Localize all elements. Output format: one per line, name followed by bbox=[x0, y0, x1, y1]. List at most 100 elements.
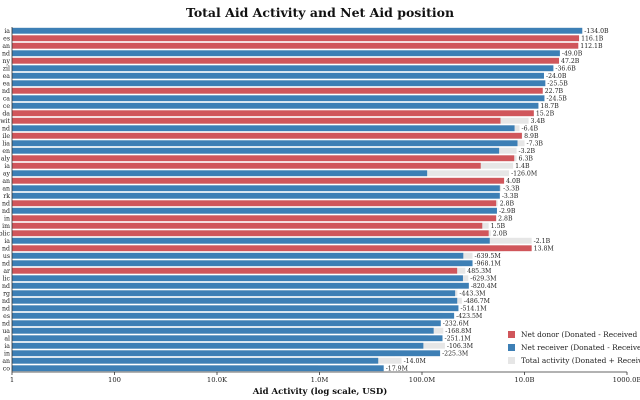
category-label: ea bbox=[3, 80, 11, 87]
bar-value-label: 4.0B bbox=[506, 178, 521, 185]
legend-swatch-net-receiver bbox=[508, 343, 515, 351]
net-aid-bar bbox=[12, 125, 515, 132]
bar-value-label: -25.5B bbox=[547, 80, 568, 87]
bar-value-label: -134.0B bbox=[584, 28, 609, 35]
category-label: nd bbox=[2, 260, 10, 267]
net-aid-bar bbox=[12, 132, 522, 139]
net-aid-bar bbox=[12, 320, 441, 327]
x-axis-label: Aid Activity (log scale, USD) bbox=[252, 387, 388, 397]
legend-item-net-donor: Net donor (Donated - Received > 0 bbox=[508, 328, 640, 340]
category-label: lia bbox=[2, 140, 10, 147]
net-aid-bar bbox=[12, 35, 580, 42]
net-aid-bar bbox=[12, 252, 464, 259]
bar-value-label: 6.3B bbox=[519, 155, 534, 162]
category-label: nd bbox=[2, 208, 10, 215]
bar-value-label: 485.3M bbox=[467, 268, 492, 275]
net-aid-bar bbox=[12, 57, 560, 64]
bar-value-label: -3.3B bbox=[503, 185, 520, 192]
legend-label-net-donor: Net donor (Donated - Received > 0 bbox=[521, 329, 640, 339]
category-label: co bbox=[3, 365, 10, 372]
net-aid-bar bbox=[12, 65, 554, 72]
net-aid-bar bbox=[12, 95, 545, 102]
legend: Net donor (Donated - Received > 0 Net re… bbox=[508, 328, 640, 367]
category-label: an bbox=[2, 43, 10, 50]
x-tick-label: 1.0M bbox=[311, 376, 329, 384]
net-aid-bar bbox=[12, 155, 515, 162]
net-aid-bar bbox=[12, 260, 473, 267]
bar-value-label: 112.1B bbox=[580, 43, 603, 50]
category-label: en bbox=[2, 148, 10, 155]
net-aid-bar bbox=[12, 350, 441, 357]
net-aid-bar bbox=[12, 207, 497, 214]
category-label: us bbox=[3, 253, 10, 260]
x-tick-label: 1 bbox=[10, 376, 14, 384]
category-label: blic bbox=[0, 230, 11, 237]
category-label: nd bbox=[2, 200, 10, 207]
net-aid-bar bbox=[12, 290, 456, 297]
net-aid-bar bbox=[12, 237, 490, 244]
legend-item-total-activity: Total activity (Donated + Received) bbox=[508, 354, 640, 366]
bar-value-label: -639.5M bbox=[475, 253, 502, 260]
category-label: nd bbox=[2, 298, 10, 305]
category-label: an bbox=[2, 185, 10, 192]
category-label: ar bbox=[3, 268, 10, 275]
bar-value-label: -106.3M bbox=[447, 343, 474, 350]
category-label: rk bbox=[3, 193, 10, 200]
net-aid-bar bbox=[12, 42, 579, 49]
category-label: an bbox=[2, 178, 10, 185]
net-aid-bar bbox=[12, 365, 384, 372]
net-aid-bar bbox=[12, 245, 532, 252]
net-aid-bar bbox=[12, 117, 501, 124]
bar-value-label: 13.8M bbox=[534, 245, 555, 252]
net-aid-bar bbox=[12, 162, 481, 169]
category-label: nd bbox=[2, 305, 10, 312]
category-label: ia bbox=[4, 163, 10, 170]
category-label: es bbox=[3, 35, 10, 42]
category-label: im bbox=[2, 223, 10, 230]
net-aid-bar bbox=[12, 357, 379, 364]
category-label: nd bbox=[2, 283, 10, 290]
category-label: ca bbox=[3, 95, 10, 102]
net-aid-bar bbox=[12, 27, 583, 34]
bar-value-label: -2.1B bbox=[534, 238, 551, 245]
category-label: nd bbox=[2, 320, 10, 327]
x-tick-label: 10.0K bbox=[207, 376, 228, 384]
bar-value-label: -423.5M bbox=[456, 313, 483, 320]
bar-value-label: 3.4B bbox=[531, 118, 546, 125]
legend-label-net-receiver: Net receiver (Donated - Received < 0 bbox=[521, 342, 640, 352]
bar-value-label: 2.0B bbox=[493, 230, 508, 237]
legend-item-net-receiver: Net receiver (Donated - Received < 0 bbox=[508, 341, 640, 353]
chart-title: Total Aid Activity and Net Aid position bbox=[185, 5, 455, 20]
bar-value-label: 47.2B bbox=[561, 58, 580, 65]
category-label: ce bbox=[3, 103, 10, 110]
category-label: aly bbox=[1, 155, 11, 162]
net-aid-bar bbox=[12, 282, 469, 289]
category-label: ua bbox=[2, 328, 10, 335]
bar-value-label: 15.2B bbox=[536, 110, 555, 117]
net-aid-bar bbox=[12, 222, 483, 229]
category-label: ea bbox=[3, 73, 11, 80]
category-label: zil bbox=[3, 65, 10, 72]
x-tick-label: 100 bbox=[108, 376, 121, 384]
bar-value-label: -225.3M bbox=[442, 350, 469, 357]
bar-value-label: -17.9M bbox=[386, 365, 409, 372]
category-label: ny bbox=[3, 58, 11, 65]
net-aid-bar bbox=[12, 230, 489, 237]
net-aid-bar bbox=[12, 185, 500, 192]
category-label: da bbox=[2, 110, 10, 117]
bar-value-label: -6.4B bbox=[522, 125, 539, 132]
net-aid-bar bbox=[12, 327, 434, 334]
x-tick-label: 100.0M bbox=[409, 376, 435, 384]
bar-value-label: -2.9B bbox=[499, 208, 516, 215]
bar-value-label: 8.9B bbox=[524, 133, 539, 140]
bar-value-label: -232.6M bbox=[443, 320, 470, 327]
net-aid-bar bbox=[12, 312, 455, 319]
legend-label-total-activity: Total activity (Donated + Received) bbox=[521, 355, 640, 365]
bar-value-label: 18.7B bbox=[540, 103, 559, 110]
bar-value-label: -126.0M bbox=[511, 170, 538, 177]
bar-value-label: -251.1M bbox=[444, 335, 471, 342]
x-tick-label: 1000.0B bbox=[613, 376, 640, 384]
bar-value-label: -168.8M bbox=[445, 328, 472, 335]
net-aid-bar bbox=[12, 335, 443, 342]
bar-value-label: -486.7M bbox=[464, 298, 491, 305]
